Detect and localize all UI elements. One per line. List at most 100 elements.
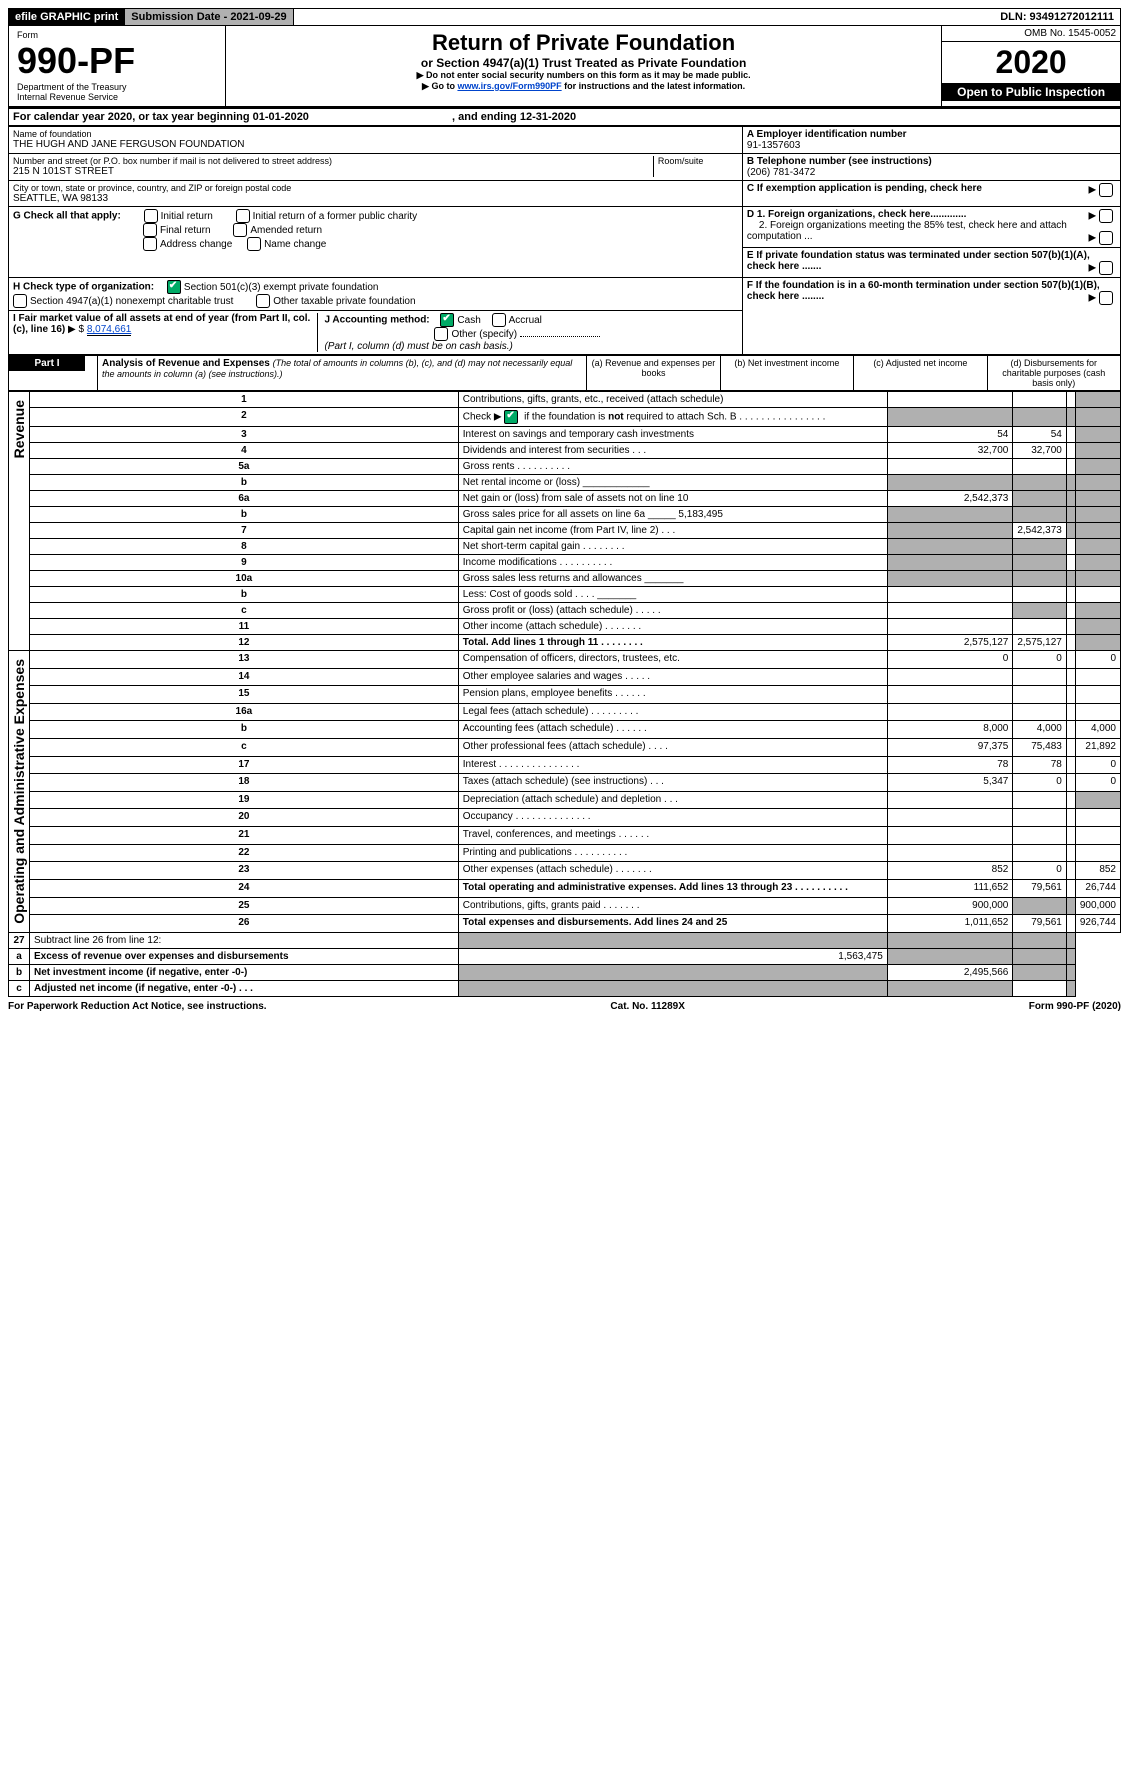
note-ssn: Do not enter social security numbers on … [234,70,933,81]
table-row: 15Pension plans, employee benefits . . .… [9,686,1121,704]
table-row: 24Total operating and administrative exp… [9,879,1121,897]
line-number: 5a [30,459,459,475]
table-row: cAdjusted net income (if negative, enter… [9,980,1121,996]
line-desc: Gross sales less returns and allowances … [458,571,887,587]
j-label: J Accounting method: [324,315,429,326]
amount-cell [1066,721,1075,739]
line-number: 11 [30,619,459,635]
amount-cell: 32,700 [1013,443,1067,459]
table-row: Operating and Administrative Expenses13C… [9,651,1121,669]
line-number: a [9,948,30,964]
col-c: (c) Adjusted net income [854,356,987,391]
line-number: 24 [30,879,459,897]
amount-cell [1075,443,1120,459]
amount-cell [1066,427,1075,443]
line-number: 18 [30,774,459,792]
cal-text1: For calendar year 2020, or tax year begi… [13,111,253,123]
j-other[interactable] [434,327,448,341]
table-row: 10aGross sales less returns and allowanc… [9,571,1121,587]
g-amended[interactable] [233,223,247,237]
table-row: 12Total. Add lines 1 through 11 . . . . … [9,635,1121,651]
d2-checkbox[interactable] [1099,231,1113,245]
c-checkbox[interactable] [1099,183,1113,197]
d2: 2. Foreign organizations meeting the 85%… [747,220,1067,242]
amount-cell: 8,000 [887,721,1013,739]
h-501c3[interactable] [167,280,181,294]
table-row: 26Total expenses and disbursements. Add … [9,915,1121,933]
amount-cell [1075,507,1120,523]
line-desc: Adjusted net income (if negative, enter … [30,980,459,996]
line-number: 7 [30,523,459,539]
h-4947[interactable] [13,294,27,308]
amount-cell [887,686,1013,704]
amount-cell [1066,686,1075,704]
j-note: (Part I, column (d) must be on cash basi… [324,341,512,352]
form-title: Return of Private Foundation [234,30,933,56]
amount-cell [887,587,1013,603]
cal-end: 12-31-2020 [520,111,576,123]
g-address[interactable] [143,237,157,251]
table-row: 21Travel, conferences, and meetings . . … [9,827,1121,845]
line-desc: Accounting fees (attach schedule) . . . … [458,721,887,739]
d1-checkbox[interactable] [1099,209,1113,223]
form-label: Form [17,30,217,40]
h-o1: Section 501(c)(3) exempt private foundat… [184,282,379,293]
line-desc: Other expenses (attach schedule) . . . .… [458,862,887,880]
amount-cell [1075,539,1120,555]
line-desc: Travel, conferences, and meetings . . . … [458,827,887,845]
g-initial[interactable] [144,209,158,223]
amount-cell [1066,507,1075,523]
h-other-taxable[interactable] [256,294,270,308]
g-name[interactable] [247,237,261,251]
amount-cell [1075,844,1120,862]
line-number: 3 [30,427,459,443]
amount-cell [1075,491,1120,507]
f-checkbox[interactable] [1099,291,1113,305]
top-bar: efile GRAPHIC print Submission Date - 20… [8,8,1121,26]
line-desc: Depreciation (attach schedule) and deple… [458,791,887,809]
table-row: Revenue1Contributions, gifts, grants, et… [9,392,1121,408]
table-row: 16aLegal fees (attach schedule) . . . . … [9,703,1121,721]
h-o2: Section 4947(a)(1) nonexempt charitable … [30,296,233,307]
j-o3: Other (specify) [451,329,517,340]
table-row: 2Check ▶ if the foundation is not requir… [9,408,1121,427]
amount-cell [458,964,887,980]
amount-cell [887,507,1013,523]
form-instructions-link[interactable]: www.irs.gov/Form990PF [457,81,561,91]
line-desc: Interest on savings and temporary cash i… [458,427,887,443]
line-number: 10a [30,571,459,587]
d1: D 1. Foreign organizations, check here..… [747,209,967,220]
amount-cell [1013,587,1067,603]
amount-cell [1066,809,1075,827]
table-row: 18Taxes (attach schedule) (see instructi… [9,774,1121,792]
amount-cell: 926,744 [1075,915,1120,933]
j-accrual[interactable] [492,313,506,327]
e-checkbox[interactable] [1099,261,1113,275]
efile-button[interactable]: efile GRAPHIC print [9,9,125,25]
schB-checkbox[interactable] [504,410,518,424]
part1-title: Analysis of Revenue and Expenses [102,358,270,369]
line-number: 15 [30,686,459,704]
note-goto-post: for instructions and the latest informat… [562,81,746,91]
dept: Department of the Treasury [17,82,217,92]
line-number: 26 [30,915,459,933]
j-cash[interactable] [440,313,454,327]
line-number: b [30,507,459,523]
table-row: aExcess of revenue over expenses and dis… [9,948,1121,964]
g-final[interactable] [143,223,157,237]
amount-cell [1013,668,1067,686]
amount-cell [887,523,1013,539]
footer-right: Form 990-PF (2020) [1029,1001,1121,1012]
line-number: 17 [30,756,459,774]
line-desc: Gross rents . . . . . . . . . . [458,459,887,475]
amount-cell [1013,475,1067,491]
table-row: bLess: Cost of goods sold . . . . ______… [9,587,1121,603]
amount-cell [1066,703,1075,721]
g-initial-former[interactable] [236,209,250,223]
amount-cell [1013,791,1067,809]
amount-cell [1066,879,1075,897]
amount-cell [1013,408,1067,427]
i-value[interactable]: 8,074,661 [87,324,132,336]
cal-begin: 01-01-2020 [253,111,309,123]
amount-cell: 0 [1013,651,1067,669]
